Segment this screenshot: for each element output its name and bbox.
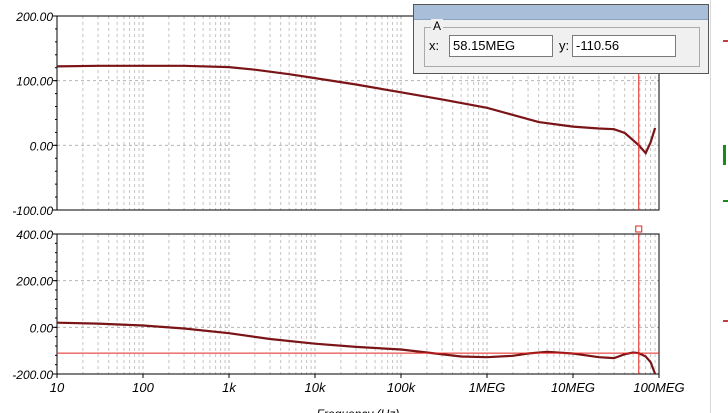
y-tick-label: 200.00 bbox=[15, 10, 53, 24]
marker-green bbox=[723, 145, 726, 165]
x-tick-label: 10k bbox=[305, 380, 327, 395]
marker-red bbox=[723, 40, 728, 42]
x-tick-label: 100MEG bbox=[633, 380, 684, 395]
cursor-readout-window[interactable]: A x: 58.15MEG y: -110.56 bbox=[413, 4, 709, 74]
cursor-a-group: A x: 58.15MEG y: -110.56 bbox=[424, 19, 700, 67]
plot-frame bbox=[56, 15, 660, 211]
y-tick-label: 200.00 bbox=[15, 275, 53, 289]
x-tick-label: 10 bbox=[50, 380, 65, 395]
y-tick-label: 0.00 bbox=[30, 321, 54, 335]
cursor-handle bbox=[635, 225, 643, 233]
y-tick-label: 100.00 bbox=[16, 75, 53, 89]
cursor-x-label: x: bbox=[429, 38, 440, 53]
y-tick-label: 400.00 bbox=[16, 228, 53, 242]
y-tick-label: -100.00 bbox=[12, 204, 53, 218]
x-tick-label: 100 bbox=[132, 380, 154, 395]
x-tick-label: 1k bbox=[222, 380, 237, 395]
cursor-x-field[interactable]: 58.15MEG bbox=[449, 35, 553, 57]
marker-green-2 bbox=[723, 200, 728, 202]
plot-frame bbox=[56, 233, 660, 375]
cursor-y-label: y: bbox=[559, 38, 570, 53]
right-panel-edge bbox=[710, 0, 728, 413]
marker-red-2 bbox=[723, 320, 728, 322]
trace-line bbox=[56, 321, 657, 375]
trace-line bbox=[56, 64, 657, 156]
x-tick-label: 1MEG bbox=[469, 380, 506, 395]
x-axis-label: Frequency (Hz) bbox=[317, 407, 400, 413]
cursor-y-field[interactable]: -110.56 bbox=[572, 35, 676, 57]
x-tick-label: 10MEG bbox=[551, 380, 595, 395]
x-tick-label: 100k bbox=[387, 380, 417, 395]
y-tick-label: 0.00 bbox=[30, 139, 54, 153]
y-tick-label: -200.00 bbox=[12, 368, 53, 382]
cursor-window-titlebar[interactable] bbox=[414, 5, 708, 20]
cursor-group-label: A bbox=[431, 19, 444, 33]
